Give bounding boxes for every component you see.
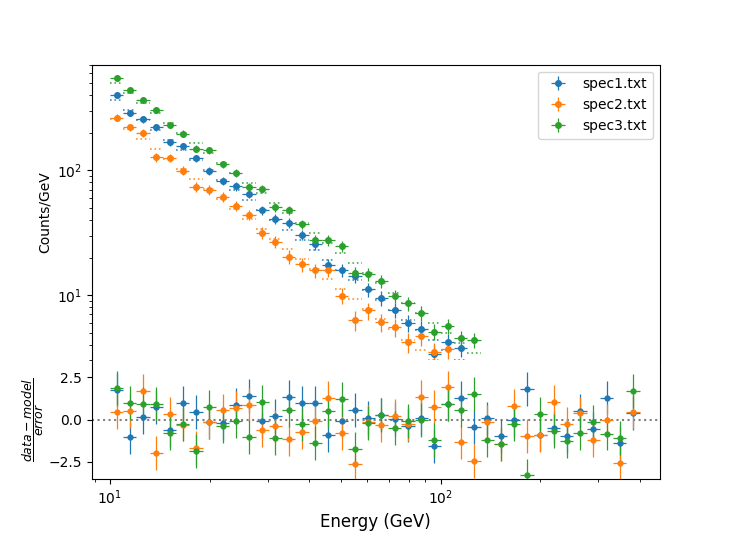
- X-axis label: Energy (GeV): Energy (GeV): [320, 513, 431, 530]
- Legend: spec1.txt, spec2.txt, spec3.txt: spec1.txt, spec2.txt, spec3.txt: [538, 72, 653, 138]
- Y-axis label: $\dfrac{data - model}{error}$: $\dfrac{data - model}{error}$: [20, 378, 45, 462]
- Y-axis label: Counts/GeV: Counts/GeV: [37, 172, 51, 253]
